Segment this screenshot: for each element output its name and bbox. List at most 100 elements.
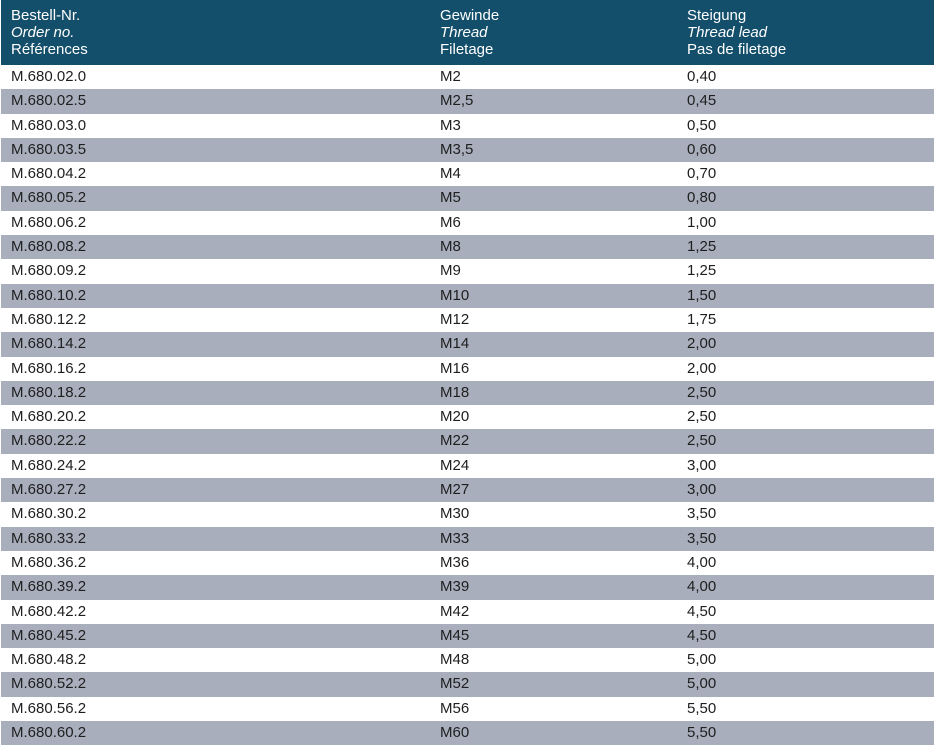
table-row: M.680.45.2 M45 4,50 (1, 623, 934, 649)
table-row: M.680.03.5 M3,5 0,60 (1, 137, 934, 163)
thread-lead-cell: 0,40 (687, 68, 717, 85)
thread-lead-cell: 0,45 (687, 92, 717, 110)
thread-cell: M2,5 (440, 92, 474, 110)
thread-cell: M24 (440, 456, 470, 474)
order-number-cell: M.680.14.2 (11, 335, 87, 353)
thread-lead-cell: 0,80 (687, 189, 717, 207)
order-number-cell: M.680.05.2 (11, 189, 87, 207)
table-row: M.680.22.2 M22 2,50 (1, 429, 934, 454)
table-row: M.680.24.2 M24 3,00 (1, 453, 934, 479)
table-row: M.680.27.2 M27 3,00 (1, 478, 934, 503)
thread-cell: M10 (440, 286, 470, 304)
thread-cell: M36 (440, 553, 470, 571)
order-number-cell: M.680.20.2 (11, 408, 87, 426)
thread-lead-cell: 4,00 (687, 578, 717, 596)
thread-lead-cell: 5,00 (687, 675, 717, 693)
thread-cell: M60 (440, 724, 470, 742)
order-number-cell: M.680.60.2 (11, 724, 87, 742)
order-number-cell: M.680.02.0 (11, 68, 87, 85)
order-number-cell: M.680.42.2 (11, 602, 87, 620)
thread-lead-cell: 2,00 (687, 359, 717, 377)
thread-lead-cell: 5,00 (687, 651, 717, 669)
thread-cell: M5 (440, 189, 461, 207)
thread-cell: M9 (440, 262, 461, 280)
order-number-cell: M.680.04.2 (11, 165, 87, 183)
thread-cell: M33 (440, 529, 470, 547)
header-label-fr: Filetage (440, 41, 494, 58)
table-row: M.680.52.2 M52 5,00 (1, 672, 934, 697)
thread-cell: M8 (440, 238, 461, 256)
thread-cell: M3,5 (440, 140, 474, 158)
thread-lead-cell: 3,50 (687, 505, 717, 523)
thread-lead-cell: 1,50 (687, 286, 717, 304)
header-label-de: Gewinde (440, 7, 500, 24)
header-thread: Gewinde Thread Filetage (440, 7, 499, 58)
thread-cell: M56 (440, 699, 470, 717)
thread-cell: M14 (440, 335, 470, 353)
order-number-cell: M.680.09.2 (11, 262, 87, 280)
table-row: M.680.04.2 M4 0,70 (1, 162, 934, 187)
thread-lead-cell: 2,50 (687, 383, 717, 401)
thread-cell: M16 (440, 359, 470, 377)
thread-lead-cell: 2,00 (687, 335, 717, 353)
order-number-cell: M.680.27.2 (11, 481, 87, 499)
thread-cell: M6 (440, 213, 461, 231)
thread-cell: M22 (440, 432, 470, 450)
table-row: M.680.56.2 M56 5,50 (1, 696, 934, 722)
order-number-cell: M.680.30.2 (11, 505, 87, 523)
order-number-cell: M.680.24.2 (11, 456, 87, 474)
thread-cell: M18 (440, 383, 470, 401)
thread-cell: M45 (440, 626, 470, 644)
table-row: M.680.36.2 M36 4,00 (1, 550, 934, 576)
table-row: M.680.02.5 M2,5 0,45 (1, 89, 934, 114)
thread-lead-cell: 4,50 (687, 626, 717, 644)
order-number-cell: M.680.08.2 (11, 238, 87, 256)
thread-cell: M48 (440, 651, 470, 669)
thread-lead-cell: 3,50 (687, 529, 717, 547)
thread-cell: M20 (440, 408, 470, 426)
order-number-cell: M.680.52.2 (11, 675, 87, 693)
order-number-cell: M.680.12.2 (11, 310, 87, 328)
thread-lead-cell: 1,25 (687, 238, 717, 256)
table-row: M.680.20.2 M20 2,50 (1, 405, 934, 430)
order-number-cell: M.680.33.2 (11, 529, 87, 547)
table-body: M.680.02.0 M2 0,40 M.680.02.5 M2,5 0,45 M.680.… (1, 65, 934, 746)
order-number-cell: M.680.48.2 (11, 651, 87, 669)
table-row: M.680.10.2 M10 1,50 (1, 283, 934, 308)
order-number-cell: M.680.22.2 (11, 432, 87, 450)
table-row: M.680.05.2 M5 0,80 (1, 186, 934, 211)
order-number-cell: M.680.03.0 (11, 116, 87, 134)
thread-lead-cell: 2,50 (687, 432, 717, 450)
table-row: M.680.42.2 M42 4,50 (1, 599, 934, 624)
order-number-cell: M.680.39.2 (11, 578, 87, 596)
table-row: M.680.08.2 M8 1,25 (1, 235, 934, 260)
thread-cell: M4 (440, 165, 461, 183)
thread-lead-cell: 4,00 (687, 553, 717, 571)
thread-lead-cell: 5,50 (687, 699, 717, 717)
table-row: M.680.33.2 M33 3,50 (1, 526, 934, 551)
header-label-de: Bestell-Nr. (11, 7, 81, 24)
thread-cell: M42 (440, 602, 470, 620)
table-row: M.680.03.0 M3 0,50 (1, 113, 934, 138)
thread-cell: M30 (440, 505, 470, 523)
order-number-cell: M.680.06.2 (11, 213, 87, 231)
table-row: M.680.16.2 M16 2,00 (1, 356, 934, 381)
thread-cell: M39 (440, 578, 470, 596)
table-header: Bestell-Nr. Order no. Références Gewinde… (1, 0, 934, 65)
table-row: M.680.39.2 M39 4,00 (1, 575, 934, 600)
header-label-en: Thread lead (687, 24, 768, 41)
header-thread-lead: Steigung Thread lead Pas de filetage (687, 7, 786, 58)
header-label-fr: Références (11, 41, 88, 58)
thread-lead-cell: 1,25 (687, 262, 717, 280)
table-row: M.680.09.2 M9 1,25 (1, 259, 934, 284)
thread-lead-cell: 1,75 (687, 310, 717, 328)
table-row: M.680.06.2 M6 1,00 (1, 210, 934, 236)
order-number-cell: M.680.02.5 (11, 92, 87, 110)
table-row: M.680.02.0 M2 0,40 (1, 65, 934, 90)
order-number-cell: M.680.10.2 (11, 286, 87, 304)
order-number-cell: M.680.18.2 (11, 383, 87, 401)
header-label-en: Order no. (11, 24, 75, 41)
order-number-cell: M.680.03.5 (11, 140, 87, 158)
thread-lead-cell: 0,50 (687, 116, 717, 134)
